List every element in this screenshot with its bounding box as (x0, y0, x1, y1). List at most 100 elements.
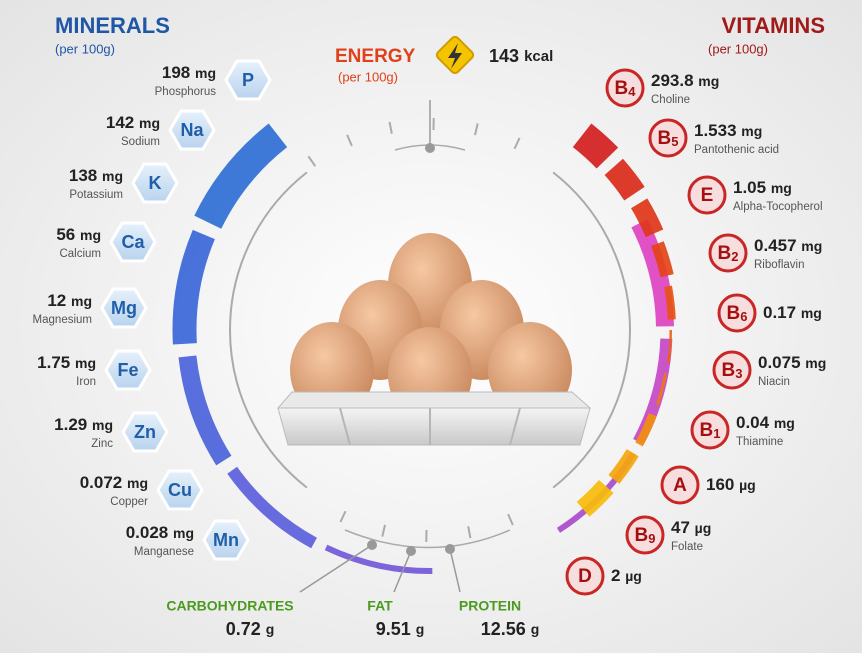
vitamin-band (604, 158, 645, 201)
mineral-band (633, 338, 673, 445)
macro-name: FAT (367, 598, 393, 614)
macro-unit: g (266, 621, 275, 637)
mineral-unit: mg (80, 227, 101, 243)
mineral-value: 12 (47, 291, 66, 310)
vitamin-band (651, 241, 674, 278)
mineral-band (178, 355, 232, 466)
mineral-value: 198 (162, 63, 190, 82)
macro-value: 9.51 (376, 619, 411, 639)
vitamin-letter: B (635, 525, 649, 546)
mineral-unit: mg (139, 115, 160, 131)
mineral-symbol: Na (180, 120, 204, 140)
vitamin-letter: B (727, 303, 741, 324)
vitamin-band (608, 449, 639, 484)
vitamin-band (664, 285, 676, 320)
vitamin-name: Folate (671, 541, 703, 553)
vitamin-amount: 160 µg (706, 475, 756, 494)
mineral-band (631, 219, 674, 327)
macro-dot (367, 540, 377, 550)
vitamin-amount: 1.533 mg (694, 121, 762, 140)
inner-arc (552, 171, 631, 489)
mineral-amount: 1.75 mg (37, 353, 96, 372)
vitamin-symbol: B9 (635, 525, 656, 546)
mineral-name: Iron (76, 376, 96, 388)
egg-tray (276, 233, 592, 446)
vitamin-badge (717, 293, 757, 333)
vitamin-value: 1.05 (733, 178, 766, 197)
mineral-unit: mg (92, 417, 113, 433)
mineral-value: 1.75 (37, 353, 70, 372)
vitamin-letter: B (718, 243, 732, 264)
vitamin-unit: µg (739, 477, 756, 493)
vitamin-value: 2 (611, 566, 620, 585)
vitamin-value: 0.17 (763, 303, 796, 322)
mineral-unit: mg (102, 168, 123, 184)
vitamin-value: 0.075 (758, 353, 801, 372)
mineral-hexagon (131, 162, 179, 204)
macro-value: 0.72 (226, 619, 261, 639)
vitamin-amount: 47 µg (671, 518, 711, 537)
vitamin-unit: mg (774, 415, 795, 431)
vitamin-name: Alpha-Tocopherol (733, 201, 823, 213)
minerals-title: MINERALS (55, 13, 170, 38)
vitamin-amount: 0.457 mg (754, 236, 822, 255)
vitamin-unit: mg (698, 73, 719, 89)
vitamin-letter: B (700, 420, 714, 441)
energy-amount: 143 kcal (489, 46, 553, 66)
tick (388, 121, 393, 134)
macro-unit: g (416, 621, 425, 637)
vitamin-subscript: 3 (735, 366, 742, 381)
macro-amount: 12.56 g (481, 619, 540, 639)
macro-name: CARBOHYDRATES (166, 598, 293, 614)
minerals-subtitle: (per 100g) (55, 41, 115, 56)
energy-unit: kcal (524, 48, 553, 65)
mineral-unit: mg (75, 355, 96, 371)
mineral-amount: 12 mg (47, 291, 92, 310)
mineral-symbol: Mg (111, 298, 137, 318)
vitamin-name: Riboflavin (754, 259, 805, 271)
vitamin-symbol: E (701, 185, 714, 206)
macro-value: 12.56 (481, 619, 526, 639)
vitamin-symbol: D (578, 566, 592, 587)
macro-leader (299, 544, 373, 593)
vitamin-badge (565, 556, 605, 596)
mineral-hexagon (156, 469, 204, 511)
mineral-hexagon (202, 519, 250, 561)
vitamin-unit: mg (801, 305, 822, 321)
mineral-symbol: Cu (168, 480, 192, 500)
mineral-hexagon (224, 59, 272, 101)
vitamin-symbol: B2 (718, 243, 739, 264)
vitamin-letter: B (615, 78, 629, 99)
vitamin-letter: D (578, 566, 592, 587)
vitamin-subscript: 6 (740, 309, 747, 324)
mineral-symbol: P (242, 70, 254, 90)
energy-title: ENERGY (335, 46, 416, 67)
mineral-amount: 142 mg (106, 113, 160, 132)
tick (467, 526, 472, 539)
mineral-hexagon (100, 287, 148, 329)
mineral-value: 138 (69, 166, 97, 185)
mineral-symbol: K (149, 173, 162, 193)
macro-leader (449, 548, 461, 593)
vitamin-value: 160 (706, 475, 734, 494)
mineral-name: Phosphorus (155, 86, 217, 98)
vitamin-letter: A (673, 475, 687, 496)
tick (513, 137, 521, 150)
vitamin-symbol: B3 (722, 360, 743, 381)
mineral-unit: mg (173, 525, 194, 541)
mineral-name: Manganese (134, 546, 194, 558)
mineral-band (172, 229, 215, 345)
tick (507, 513, 514, 526)
tick (474, 123, 479, 136)
mineral-amount: 1.29 mg (54, 415, 113, 434)
mineral-value: 1.29 (54, 415, 87, 434)
vitamin-value: 0.04 (736, 413, 770, 432)
vitamin-letter: E (701, 185, 714, 206)
vitamin-subscript: 5 (671, 134, 678, 149)
mineral-hexagon (168, 109, 216, 151)
vitamin-name: Pantothenic acid (694, 144, 779, 156)
vitamin-symbol: B6 (727, 303, 748, 324)
vitamin-symbol: A (673, 475, 687, 496)
vitamins-subtitle: (per 100g) (708, 41, 768, 56)
